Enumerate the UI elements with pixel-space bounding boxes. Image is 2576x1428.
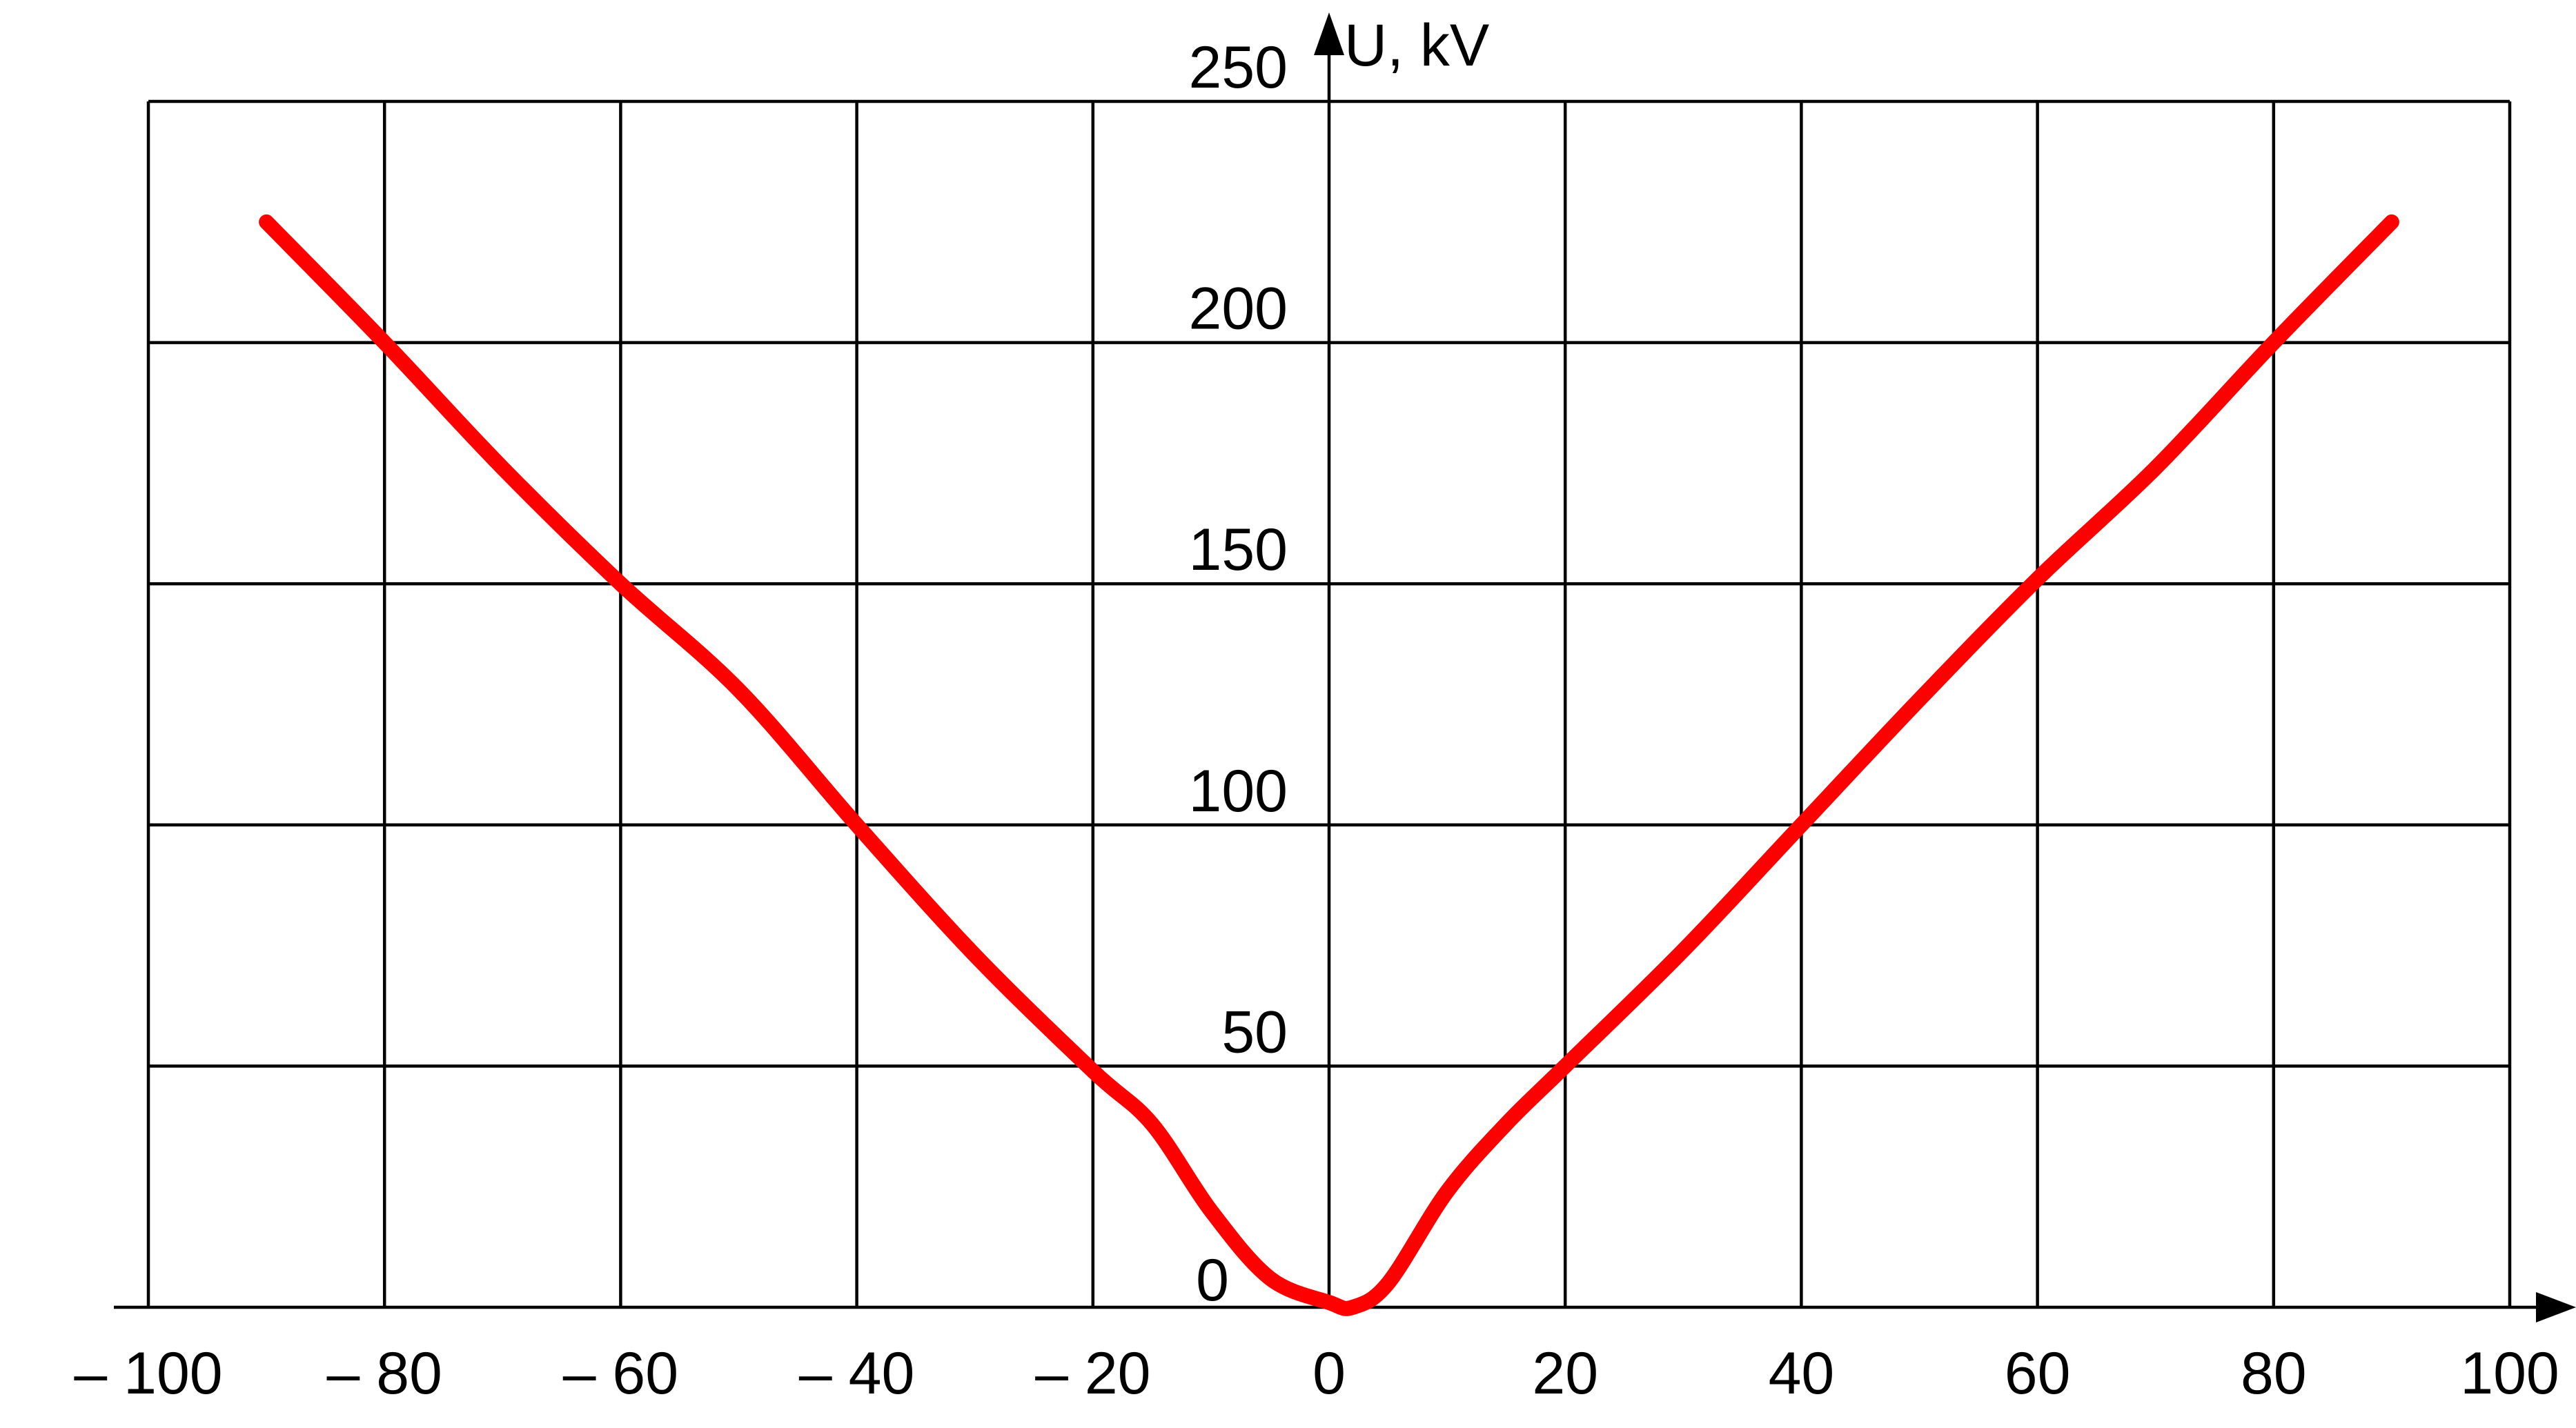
x-tick-label: – 80 (327, 1340, 442, 1407)
x-tick-label: – 20 (1035, 1340, 1150, 1407)
x-tick-labels: – 100 – 80 – 60 – 40 – 20 0 20 40 60 80 100 (74, 1340, 2559, 1407)
x-tick-label: 0 (1312, 1340, 1346, 1407)
y-tick-label: 200 (1189, 276, 1288, 342)
y-tick-labels: 0 50 100 150 200 250 (1189, 34, 1288, 1313)
y-tick-label: 250 (1189, 34, 1288, 101)
x-tick-label: 60 (2005, 1340, 2071, 1407)
y-tick-label: 50 (1221, 999, 1288, 1065)
y-axis-title: U, kV (1344, 12, 1489, 79)
series (259, 214, 2399, 1316)
y-tick-label: 150 (1189, 517, 1288, 583)
x-axis-arrow (2536, 1292, 2576, 1322)
x-tick-label: 40 (1769, 1340, 1835, 1407)
axes (114, 12, 2576, 1322)
x-tick-label: – 100 (74, 1340, 222, 1407)
x-tick-label: – 40 (799, 1340, 914, 1407)
x-tick-label: 100 (2460, 1340, 2559, 1407)
x-tick-label: – 60 (563, 1340, 678, 1407)
series-line (259, 214, 2399, 1316)
x-tick-label: 80 (2241, 1340, 2307, 1407)
x-tick-label: 20 (1532, 1340, 1598, 1407)
y-tick-label: 0 (1196, 1247, 1229, 1313)
y-axis-arrow (1314, 12, 1344, 55)
y-tick-label: 100 (1189, 758, 1288, 824)
